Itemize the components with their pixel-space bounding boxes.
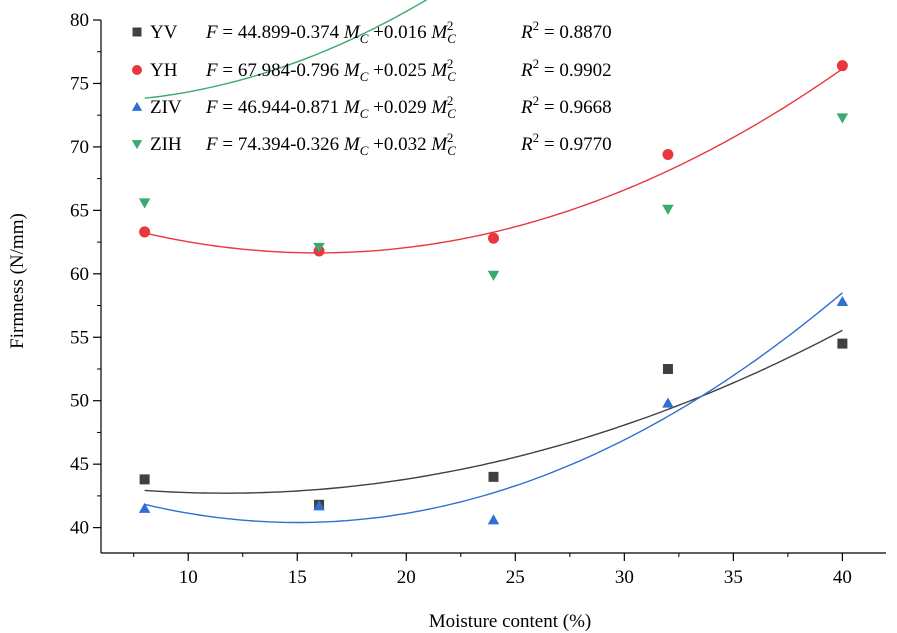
fit-curve-ziv bbox=[144, 292, 843, 524]
y-tick-label: 65 bbox=[70, 200, 89, 221]
y-tick-label: 60 bbox=[70, 264, 89, 285]
point-ziv bbox=[836, 295, 849, 307]
point-ziv bbox=[313, 500, 325, 511]
fit-curve-zih bbox=[144, 0, 428, 99]
legend-marker-yh bbox=[132, 65, 142, 75]
point-ziv bbox=[662, 397, 674, 408]
x-tick-label: 35 bbox=[724, 567, 743, 588]
y-tick-label: 55 bbox=[70, 327, 89, 348]
y-tick-label: 50 bbox=[70, 391, 89, 412]
x-tick-label: 25 bbox=[506, 567, 525, 588]
x-tick-label: 15 bbox=[288, 567, 307, 588]
legend-r2-ziv: R2 = 0.9668 bbox=[520, 93, 612, 118]
legend-label-zih: ZIH bbox=[150, 134, 182, 155]
axes: 40 45 50 55 60 65 70 75 80 10 15 20 25 30 35 40 bbox=[70, 10, 886, 588]
legend-equation-ziv: F = 46.944-0.871 MC +0.029 MC2 bbox=[205, 93, 456, 121]
point-yh bbox=[662, 149, 674, 161]
fit-curve-yh bbox=[144, 68, 843, 254]
point-yv bbox=[488, 471, 499, 482]
legend-marker-ziv bbox=[131, 101, 143, 111]
x-tick-label: 10 bbox=[179, 567, 198, 588]
point-yh bbox=[488, 232, 499, 244]
legend-label-yv: YV bbox=[150, 22, 178, 43]
x-axis-label: Moisture content (%) bbox=[429, 611, 592, 632]
legend-equation-yh: F = 67.984-0.796 MC +0.025 MC2 bbox=[205, 56, 456, 84]
legend-label-yh: YH bbox=[150, 60, 178, 81]
fit-curves bbox=[144, 0, 843, 524]
point-zih bbox=[662, 204, 674, 215]
point-ziv bbox=[487, 514, 500, 525]
y-tick-label: 45 bbox=[70, 454, 89, 475]
data-points bbox=[138, 60, 849, 525]
point-zih bbox=[836, 113, 849, 124]
y-tick-label: 70 bbox=[70, 137, 89, 158]
legend-marker-yv bbox=[132, 27, 142, 37]
point-zih bbox=[487, 270, 500, 281]
y-tick-label: 75 bbox=[70, 73, 89, 94]
x-tick-label: 20 bbox=[397, 567, 416, 588]
fit-curve-yv bbox=[144, 329, 843, 494]
point-yv bbox=[837, 338, 848, 349]
legend-r2-yv: R2 = 0.8870 bbox=[520, 18, 612, 43]
point-yv bbox=[139, 474, 150, 485]
legend-label-ziv: ZIV bbox=[150, 97, 182, 118]
point-zih bbox=[313, 242, 325, 253]
point-yh bbox=[139, 226, 151, 238]
point-yv bbox=[662, 363, 673, 374]
x-tick-label: 40 bbox=[833, 567, 852, 588]
legend-equation-yv: F = 44.899-0.374 MC +0.016 MC2 bbox=[205, 18, 456, 46]
y-tick-label: 40 bbox=[70, 518, 89, 539]
point-zih bbox=[138, 198, 151, 209]
legend-r2-zih: R2 = 0.9770 bbox=[520, 130, 612, 155]
y-tick-label: 80 bbox=[70, 10, 89, 31]
x-tick-label: 30 bbox=[615, 567, 634, 588]
y-axis-label: Firmness (N/mm) bbox=[7, 213, 28, 349]
point-yh bbox=[836, 60, 848, 72]
point-ziv bbox=[138, 502, 151, 513]
legend-equation-zih: F = 74.394-0.326 MC +0.032 MC2 bbox=[205, 130, 456, 158]
legend-r2-yh: R2 = 0.9902 bbox=[520, 56, 612, 81]
legend-marker-zih bbox=[131, 140, 143, 150]
legend: YV F = 44.899-0.374 MC +0.016 MC2 R2 = 0.8… bbox=[131, 18, 612, 158]
